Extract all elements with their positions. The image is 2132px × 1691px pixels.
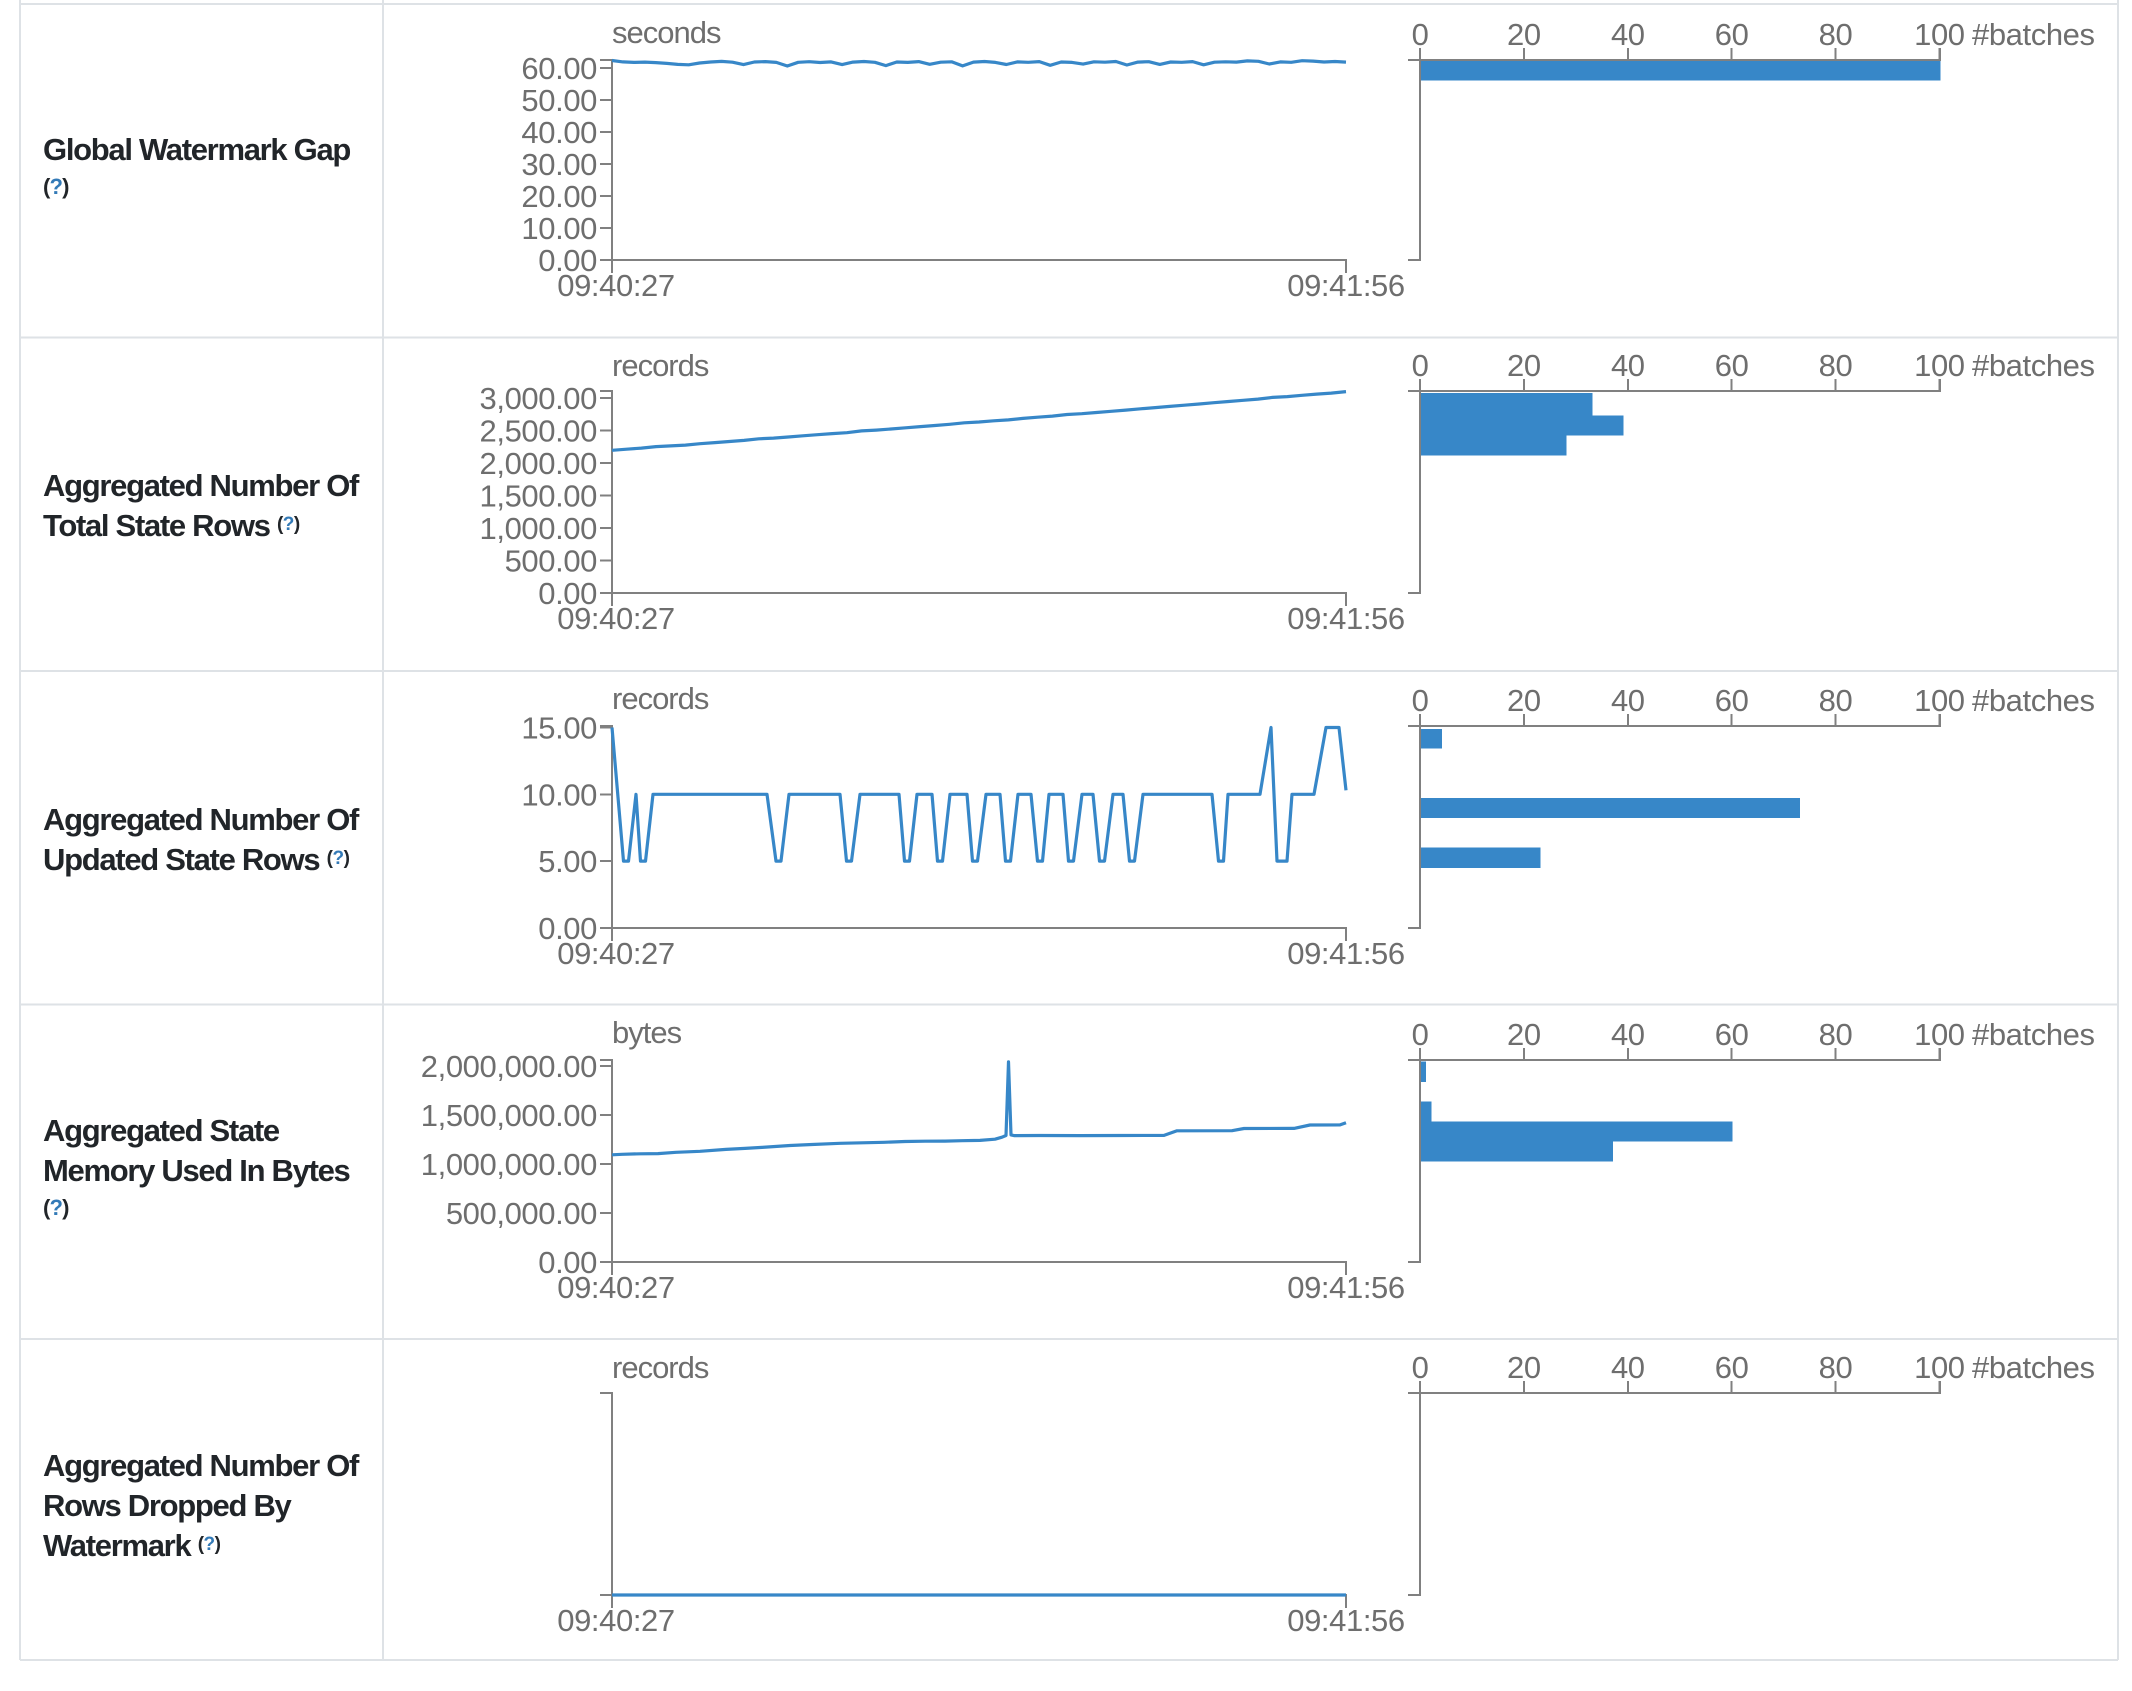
svg-text:80: 80: [1819, 683, 1853, 718]
svg-text:20.00: 20.00: [521, 179, 597, 214]
svg-text:5.00: 5.00: [538, 844, 597, 879]
svg-text:40: 40: [1611, 17, 1645, 52]
svg-text:40: 40: [1611, 1017, 1645, 1052]
svg-text:records: records: [612, 681, 709, 716]
svg-text:09:40:27: 09:40:27: [557, 1603, 674, 1638]
svg-text:0: 0: [1412, 683, 1429, 718]
svg-text:09:40:27: 09:40:27: [557, 601, 674, 636]
svg-text:80: 80: [1819, 1017, 1853, 1052]
svg-text:60: 60: [1715, 1350, 1749, 1385]
svg-text:80: 80: [1819, 1350, 1853, 1385]
svg-text:0: 0: [1412, 1350, 1429, 1385]
svg-text:#batches: #batches: [1972, 1017, 2095, 1052]
svg-text:#batches: #batches: [1972, 683, 2095, 718]
svg-text:2,000,000.00: 2,000,000.00: [421, 1049, 597, 1084]
svg-text:40: 40: [1611, 1350, 1645, 1385]
svg-text:Aggregated Number Of: Aggregated Number Of: [43, 802, 360, 837]
svg-text:20: 20: [1507, 17, 1541, 52]
svg-text:60: 60: [1715, 348, 1749, 383]
svg-text:1,000,000.00: 1,000,000.00: [421, 1147, 597, 1182]
svg-text:2,500.00: 2,500.00: [480, 414, 598, 449]
svg-text:3,000.00: 3,000.00: [480, 381, 598, 416]
svg-text:Aggregated State: Aggregated State: [43, 1113, 280, 1148]
svg-text:2,000.00: 2,000.00: [480, 446, 598, 481]
svg-text:0: 0: [1412, 17, 1429, 52]
svg-text:09:40:27: 09:40:27: [557, 1270, 674, 1305]
svg-text:100: 100: [1914, 17, 1965, 52]
svg-text:60: 60: [1715, 1017, 1749, 1052]
svg-text:#batches: #batches: [1972, 17, 2095, 52]
svg-text:Total State Rows (?): Total State Rows (?): [43, 508, 300, 543]
svg-text:09:40:27: 09:40:27: [557, 936, 674, 971]
svg-text:10.00: 10.00: [521, 777, 597, 812]
svg-text:500,000.00: 500,000.00: [446, 1196, 597, 1231]
svg-text:Rows Dropped By: Rows Dropped By: [43, 1488, 293, 1523]
svg-text:bytes: bytes: [612, 1015, 682, 1050]
svg-text:500.00: 500.00: [505, 544, 598, 579]
svg-text:60: 60: [1715, 17, 1749, 52]
svg-text:60: 60: [1715, 683, 1749, 718]
svg-text:09:41:56: 09:41:56: [1287, 936, 1404, 971]
svg-text:Aggregated Number Of: Aggregated Number Of: [43, 468, 360, 503]
svg-text:60.00: 60.00: [521, 51, 597, 86]
svg-text:Memory Used In Bytes: Memory Used In Bytes: [43, 1153, 350, 1188]
svg-text:09:41:56: 09:41:56: [1287, 1603, 1404, 1638]
svg-text:30.00: 30.00: [521, 147, 597, 182]
svg-text:0.00: 0.00: [538, 576, 597, 611]
svg-text:15.00: 15.00: [521, 711, 597, 746]
svg-text:0.00: 0.00: [538, 1245, 597, 1280]
svg-text:0: 0: [1412, 348, 1429, 383]
svg-text:50.00: 50.00: [521, 83, 597, 118]
svg-text:20: 20: [1507, 1017, 1541, 1052]
svg-text:#batches: #batches: [1972, 1350, 2095, 1385]
svg-text:Global Watermark Gap: Global Watermark Gap: [43, 132, 350, 167]
svg-text:10.00: 10.00: [521, 211, 597, 246]
svg-text:#batches: #batches: [1972, 348, 2095, 383]
svg-text:0: 0: [1412, 1017, 1429, 1052]
svg-text:40: 40: [1611, 683, 1645, 718]
svg-text:40: 40: [1611, 348, 1645, 383]
svg-text:1,500,000.00: 1,500,000.00: [421, 1098, 597, 1133]
svg-text:09:41:56: 09:41:56: [1287, 268, 1404, 303]
svg-text:80: 80: [1819, 17, 1853, 52]
svg-text:0.00: 0.00: [538, 243, 597, 278]
svg-text:seconds: seconds: [612, 15, 721, 50]
svg-text:80: 80: [1819, 348, 1853, 383]
svg-text:(?): (?): [43, 1195, 69, 1220]
svg-text:100: 100: [1914, 683, 1965, 718]
svg-text:100: 100: [1914, 348, 1965, 383]
svg-text:09:41:56: 09:41:56: [1287, 601, 1404, 636]
svg-text:100: 100: [1914, 1350, 1965, 1385]
svg-text:records: records: [612, 1350, 709, 1385]
svg-text:1,500.00: 1,500.00: [480, 479, 598, 514]
svg-text:1,000.00: 1,000.00: [480, 511, 598, 546]
svg-text:40.00: 40.00: [521, 115, 597, 150]
svg-text:20: 20: [1507, 1350, 1541, 1385]
svg-text:Aggregated Number Of: Aggregated Number Of: [43, 1448, 360, 1483]
svg-text:09:40:27: 09:40:27: [557, 268, 674, 303]
svg-text:09:41:56: 09:41:56: [1287, 1270, 1404, 1305]
svg-text:100: 100: [1914, 1017, 1965, 1052]
svg-text:Watermark (?): Watermark (?): [43, 1528, 221, 1563]
svg-text:records: records: [612, 348, 709, 383]
svg-text:Updated State Rows (?): Updated State Rows (?): [43, 842, 350, 877]
svg-text:20: 20: [1507, 348, 1541, 383]
svg-text:20: 20: [1507, 683, 1541, 718]
svg-text:(?): (?): [43, 174, 69, 199]
svg-text:0.00: 0.00: [538, 911, 597, 946]
